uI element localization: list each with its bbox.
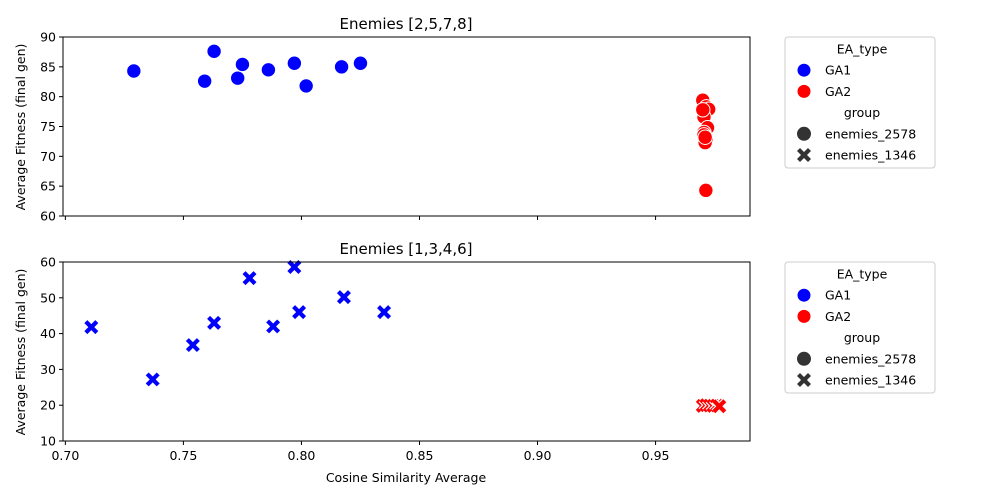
legend-title: group xyxy=(844,105,880,120)
top-panel-ticks: 60 65 70 75 80 85 90 xyxy=(40,30,657,224)
legend-marker xyxy=(796,287,812,303)
data-point-ga1 xyxy=(286,259,303,275)
bottom-panel: Enemies [1,3,4,6] Average Fitness (final… xyxy=(13,240,751,485)
bottom-panel-ylabel: Average Fitness (final gen) xyxy=(13,269,28,436)
data-point-ga1 xyxy=(291,304,307,320)
legend-label: enemies_2578 xyxy=(825,351,916,366)
data-point-ga1 xyxy=(286,55,303,71)
data-point-ga2 xyxy=(697,129,713,145)
y-tick-label: 65 xyxy=(40,179,56,194)
data-point-ga1 xyxy=(144,371,161,388)
legend-label: enemies_2578 xyxy=(825,126,916,141)
y-tick-label: 80 xyxy=(40,89,56,104)
y-tick-label: 50 xyxy=(40,290,56,305)
data-point-ga1 xyxy=(352,55,369,71)
data-point-ga1 xyxy=(83,319,100,335)
data-point-ga1 xyxy=(234,56,251,73)
legend-marker xyxy=(796,83,812,99)
data-point-ga1 xyxy=(206,43,222,60)
data-point-ga1 xyxy=(298,78,314,94)
bottom-panel-xlabel: Cosine Similarity Average xyxy=(326,470,487,485)
legend-marker xyxy=(796,308,812,324)
top-legend: EA_type GA1 GA2 group enemies_2578 enemies_13… xyxy=(784,36,936,169)
y-tick-label: 40 xyxy=(40,326,56,341)
y-tick-label: 10 xyxy=(40,434,56,449)
legend-box xyxy=(784,36,936,169)
data-point-ga1 xyxy=(196,73,213,89)
bottom-panel-ticks: 10 20 30 40 50 60 0.70 0.75 0.80 0.85 0.90 0.95 xyxy=(40,255,669,464)
bottom-panel-title: Enemies [1,3,4,6] xyxy=(340,240,473,258)
legend-marker xyxy=(797,148,811,162)
x-tick-label: 0.95 xyxy=(642,448,670,463)
legend-label: GA2 xyxy=(825,309,851,324)
x-tick-label: 0.90 xyxy=(524,448,552,463)
top-panel-ylabel: Average Fitness (final gen) xyxy=(13,44,28,211)
x-tick-label: 0.70 xyxy=(51,448,79,463)
y-tick-label: 60 xyxy=(40,255,56,270)
y-tick-label: 75 xyxy=(40,119,56,134)
data-point-ga1 xyxy=(265,318,281,335)
data-point-ga1 xyxy=(241,270,258,286)
legend-title: EA_type xyxy=(837,42,888,57)
legend-label: GA2 xyxy=(825,84,851,99)
legend-marker xyxy=(797,373,811,387)
top-panel-frame xyxy=(62,36,751,217)
y-tick-label: 30 xyxy=(40,362,56,377)
data-point-ga1 xyxy=(376,304,392,320)
data-point-ga1 xyxy=(260,62,277,78)
x-tick-label: 0.75 xyxy=(169,448,197,463)
data-point-ga1 xyxy=(336,289,352,305)
x-tick-label: 0.80 xyxy=(288,448,316,463)
data-point-ga2 xyxy=(695,102,711,118)
data-point-ga1 xyxy=(230,70,246,86)
x-tick-label: 0.85 xyxy=(406,448,434,463)
y-tick-label: 90 xyxy=(40,30,56,45)
y-tick-label: 85 xyxy=(40,59,56,74)
y-tick-label: 70 xyxy=(40,149,56,164)
top-panel-marks xyxy=(126,43,717,199)
y-tick-label: 60 xyxy=(40,209,56,224)
legend-label: GA1 xyxy=(825,63,851,78)
data-point-ga1 xyxy=(206,315,222,331)
legend-label: enemies_1346 xyxy=(825,148,916,163)
top-panel: Enemies [2,5,7,8] Average Fitness (final… xyxy=(13,15,751,224)
bottom-panel-frame xyxy=(62,261,751,442)
data-point-ga1 xyxy=(333,59,350,75)
legend-marker xyxy=(797,126,811,141)
bottom-panel-marks xyxy=(83,259,728,415)
legend-marker xyxy=(797,351,811,366)
legend-label: enemies_1346 xyxy=(825,373,916,388)
legend-marker xyxy=(796,62,812,78)
legend-title: EA_type xyxy=(837,267,888,282)
top-panel-title: Enemies [2,5,7,8] xyxy=(340,15,473,33)
legend-title: group xyxy=(844,330,880,345)
legend-box xyxy=(784,261,936,394)
data-point-ga2 xyxy=(711,398,728,415)
bottom-legend: EA_type GA1 GA2 group enemies_2578 enemies_13… xyxy=(784,261,936,394)
data-point-ga2 xyxy=(698,182,714,199)
legend-label: GA1 xyxy=(825,288,851,303)
y-tick-label: 20 xyxy=(40,398,56,413)
data-point-ga1 xyxy=(185,337,201,353)
data-point-ga1 xyxy=(126,63,142,79)
